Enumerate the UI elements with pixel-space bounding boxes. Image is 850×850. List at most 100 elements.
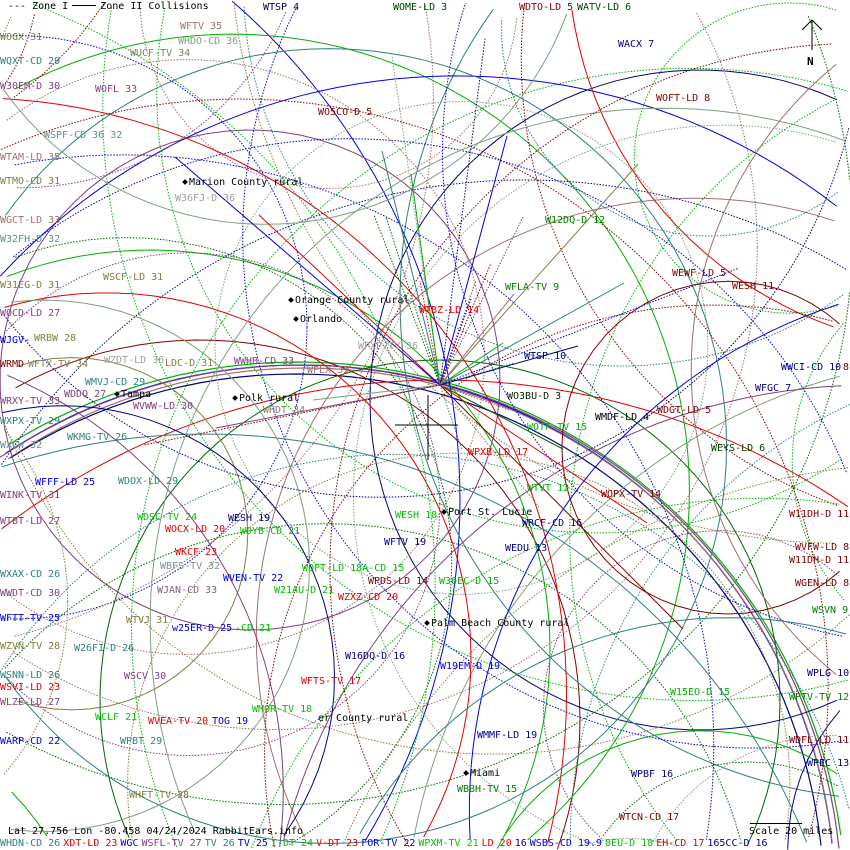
station-label[interactable]: WJAN-CD 33 [157, 585, 218, 596]
station-label[interactable]: WESH 18 [395, 510, 438, 521]
station-label[interactable]: WRXY-TV 33 [0, 396, 61, 407]
station-label[interactable]: WTBZ-LD 14 [419, 305, 480, 316]
station-label[interactable]: W15EO-D 15 [670, 687, 731, 698]
station-label[interactable]: WOTF-TV 15 [527, 422, 588, 433]
station-label[interactable]: WZXZ-CD 20 [338, 592, 399, 603]
station-label[interactable]: W16DQ-D 16 [345, 651, 406, 662]
station-label[interactable]: WHFT-TV 28 [129, 790, 190, 801]
station-label[interactable]: WBBH-TV 15 [457, 784, 518, 795]
station-label[interactable]: W30EM-D 30 [0, 81, 61, 92]
station-label[interactable]: W21AU-D 21 [274, 585, 335, 596]
station-label[interactable]: WTCN-CD 17 [619, 812, 680, 823]
station-label[interactable]: XDT-LD 23 [63, 838, 118, 849]
station-label[interactable]: WARP-CD 22 [0, 736, 61, 747]
station-label[interactable]: 165CC-D 16 [707, 838, 768, 849]
station-label[interactable]: WSVN 9 [812, 605, 849, 616]
station-label[interactable]: WWHB-CD 33 [234, 356, 295, 367]
station-label[interactable]: WXAX-CD 26 [0, 569, 61, 580]
station-label[interactable]: I-DT 24 [270, 838, 314, 849]
station-label[interactable]: W32FH-D 32 [0, 234, 61, 245]
station-label[interactable]: WEWF-LD 5 [672, 268, 727, 279]
station-label[interactable]: WBFS-TV 32 [160, 561, 221, 572]
station-label[interactable]: V-DT 23 [316, 838, 359, 849]
station-label[interactable]: WDSC-TV 24 [137, 512, 198, 523]
station-label[interactable]: WKMG-TV 26 [67, 432, 128, 443]
station-label[interactable]: EH-CD 17 [656, 838, 705, 849]
station-label[interactable]: WVFW-LD 8 [795, 542, 850, 553]
station-label[interactable]: LDC-D 31 [165, 358, 214, 369]
station-label[interactable]: WSCF-LD 31 [103, 272, 164, 283]
station-label[interactable]: WOPX-TV 14 [601, 489, 662, 500]
station-label[interactable]: WHDO-CD 36 [178, 36, 239, 47]
station-label[interactable]: TV 26 [204, 838, 235, 849]
station-label[interactable]: WMDF-LD 4 [595, 412, 650, 423]
station-label[interactable]: WQXT-CD 29 [0, 56, 61, 67]
station-label[interactable]: WTSP 4 [263, 2, 300, 13]
station-label[interactable]: WPLG 10 [807, 668, 850, 679]
station-label[interactable]: WZDT-LD 36 [104, 355, 165, 366]
station-label[interactable]: WWDT-CD 30 [0, 588, 61, 599]
station-label[interactable]: WTSP 10 [524, 351, 567, 362]
station-label[interactable]: WXPX-TV 29 [0, 416, 61, 427]
station-label[interactable]: WQFT-LD 18A-CD 15 [302, 563, 405, 574]
station-label[interactable]: WSVI-LD 23 [0, 682, 61, 693]
station-label[interactable]: WFFF-LD 25 [35, 477, 96, 488]
station-label[interactable]: WPEC 13 [807, 758, 850, 769]
station-label[interactable]: WCLF 21 [95, 712, 138, 723]
station-label[interactable]: WTVJ 31 [126, 615, 169, 626]
station-label[interactable]: WJGV- [0, 335, 31, 346]
station-label[interactable]: WSFL-TV 27 [141, 838, 202, 849]
station-label[interactable]: WLZE-LD 27 [0, 697, 61, 708]
station-label[interactable]: FOR-TV 22 [361, 838, 416, 849]
station-label[interactable]: WDFL-LD 11 [789, 735, 850, 746]
station-label[interactable]: WTAM-LD 35 [0, 152, 61, 163]
station-label[interactable]: WKCF 23 [175, 547, 218, 558]
station-label[interactable]: WTVT 12 [527, 483, 570, 494]
station-label[interactable]: WRCF-CD 16 [522, 518, 583, 529]
station-label[interactable]: W36FJ-D 36 [175, 193, 236, 204]
station-label[interactable]: WRMD [0, 359, 25, 370]
station-label[interactable]: WGCT-LD 33 [0, 215, 61, 226]
station-label[interactable]: WOFT-LD 8 [656, 93, 711, 104]
station-label[interactable]: 8 [843, 362, 850, 373]
station-label[interactable]: WFTV 35 [180, 21, 223, 32]
station-label[interactable]: WOGX 31 [0, 32, 43, 43]
station-label[interactable]: WPDS-LD 14 [368, 576, 429, 587]
station-label[interactable]: WVEN-TV 22 [223, 573, 284, 584]
station-label[interactable]: WSPF-CD 36 32 [44, 130, 123, 141]
station-label[interactable]: W12DQ-D 12 [545, 215, 606, 226]
station-label[interactable]: WPBT 29 [120, 736, 163, 747]
station-label[interactable]: w25ER-D 25 [172, 623, 233, 634]
station-label[interactable]: WMVJ-CD 29 [85, 377, 146, 388]
station-label[interactable]: WFTV 19 [384, 537, 427, 548]
station-label[interactable]: TOG 19 [212, 716, 249, 727]
station-label[interactable]: -CD 21 [235, 623, 272, 634]
station-label[interactable]: WDTO-LD 5 [519, 2, 574, 13]
station-label[interactable]: WOCD-LD 27 [0, 308, 61, 319]
station-label[interactable]: WDGT-LD 5 [657, 405, 712, 416]
station-label[interactable]: WEDU 13 [505, 543, 548, 554]
station-label[interactable]: WVWW-LD 30 [133, 401, 194, 412]
station-label[interactable]: WSBS-CD 19.9 [529, 838, 603, 849]
station-label[interactable]: WHDN-CD 26 [0, 838, 61, 849]
station-label[interactable]: WACX 7 [618, 39, 655, 50]
station-label[interactable]: WSNN-LD 26 [0, 670, 61, 681]
station-label[interactable]: W11DH-D 11 [789, 555, 850, 566]
station-label[interactable]: WFLX 35 [307, 365, 350, 376]
station-label[interactable]: WZVN-TV 28 [0, 641, 61, 652]
station-label[interactable]: WATV-LD 6 [577, 2, 632, 13]
station-label[interactable]: WFLA-TV 9 [505, 282, 560, 293]
station-label[interactable]: WEYS-LD 6 [711, 443, 766, 454]
station-label[interactable]: W19EM-D 19 [440, 661, 501, 672]
station-label[interactable]: WWCI-CD 10 [781, 362, 842, 373]
station-label[interactable]: WINK-TV 31 [0, 490, 61, 501]
station-label[interactable]: WTMO-CD 31 [0, 176, 61, 187]
station-label[interactable]: WUCF-TV 34 [130, 48, 191, 59]
station-label[interactable]: WDOX-LD 29 [118, 476, 179, 487]
station-label[interactable]: WSCV 30 [124, 671, 167, 682]
station-label[interactable]: WESH 19 [228, 513, 271, 524]
station-label[interactable]: 16 [514, 838, 527, 849]
station-label[interactable]: WGEN-LD 8 [795, 578, 850, 589]
station-label[interactable]: WGC [120, 838, 139, 849]
